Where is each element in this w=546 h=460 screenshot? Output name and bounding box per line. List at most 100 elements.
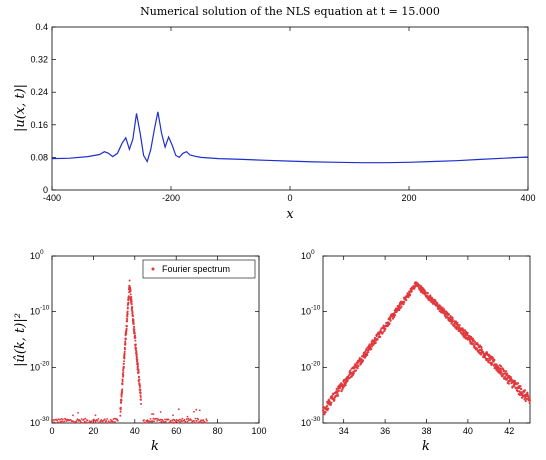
spectrum-point bbox=[330, 401, 333, 404]
spectrum-point bbox=[83, 418, 85, 421]
spectrum-point bbox=[123, 353, 126, 356]
spectrum-point bbox=[479, 353, 483, 356]
spectrum-point bbox=[134, 334, 136, 337]
spectrum-point bbox=[134, 343, 137, 346]
spectrum-point bbox=[500, 371, 503, 374]
spectrum-point bbox=[120, 399, 123, 402]
spectrum-point bbox=[456, 323, 459, 326]
spectrum-point bbox=[114, 421, 116, 423]
spectrum-point bbox=[181, 417, 184, 420]
spectrum-point bbox=[379, 335, 382, 338]
spectrum-point bbox=[123, 348, 126, 350]
top-ytick-label: 0.16 bbox=[30, 120, 48, 130]
spectrum-point bbox=[357, 365, 360, 368]
spectrum-point bbox=[204, 421, 207, 424]
spectrum-point bbox=[336, 394, 339, 397]
spectrum-point bbox=[434, 300, 437, 303]
spectrum-point bbox=[140, 403, 142, 405]
spectrum-point bbox=[104, 418, 106, 421]
spectrum-point bbox=[122, 371, 125, 374]
spectrum-point bbox=[60, 418, 63, 420]
spectrum-point bbox=[374, 341, 377, 344]
top-plot: 0 0.08 0.16 0.24 0.32 0.4 -400 -200 0 200 400 bbox=[30, 22, 535, 203]
spectrum-point bbox=[75, 420, 78, 422]
spectrum-point bbox=[475, 347, 479, 350]
spectrum-point bbox=[429, 294, 432, 297]
spectrum-point bbox=[352, 372, 355, 375]
log-xtick-label: 100 bbox=[251, 426, 266, 436]
spectrum-point bbox=[381, 331, 384, 334]
spectrum-point bbox=[81, 422, 84, 424]
spectrum-point bbox=[460, 331, 463, 335]
spectrum-point bbox=[376, 338, 379, 341]
spectrum-point bbox=[106, 422, 109, 424]
log-xtick-label: 0 bbox=[49, 426, 54, 436]
spectrum-point bbox=[522, 395, 525, 398]
top-xtick-label: 0 bbox=[287, 193, 292, 203]
spectrum-point bbox=[344, 384, 347, 387]
spectrum-point bbox=[196, 420, 198, 422]
spectrum-point bbox=[177, 408, 180, 411]
spectrum-point bbox=[481, 350, 485, 353]
spectrum-point bbox=[59, 418, 61, 421]
spectrum-point bbox=[120, 402, 123, 404]
spectrum-point bbox=[122, 366, 125, 369]
spectrum-point bbox=[164, 420, 167, 423]
spectrum-point bbox=[323, 413, 326, 416]
spectrum-point bbox=[172, 421, 174, 424]
spectrum-point bbox=[131, 311, 134, 314]
spectrum-point bbox=[152, 417, 155, 420]
spectrum-point bbox=[525, 397, 528, 401]
spectrum-point bbox=[152, 413, 155, 415]
spectrum-point bbox=[488, 359, 491, 362]
spectrum-point bbox=[202, 419, 205, 421]
spectrum-point bbox=[422, 288, 425, 291]
spectrum-point bbox=[53, 421, 56, 424]
spectrum-point bbox=[327, 407, 330, 410]
spectrum-point bbox=[346, 379, 349, 382]
spectrum-point bbox=[509, 376, 512, 379]
log-ytick-exponent: -10 bbox=[311, 305, 321, 312]
spectrum-point bbox=[56, 419, 58, 422]
spectrum-point bbox=[170, 421, 173, 424]
spectrum-point bbox=[177, 420, 180, 422]
log-ytick-exponent: -10 bbox=[40, 305, 50, 312]
spectrum-point bbox=[336, 391, 339, 394]
log-ytick-exponent: -20 bbox=[40, 360, 50, 367]
spectrum-point bbox=[180, 420, 183, 423]
spectrum-point bbox=[121, 378, 124, 381]
log-ytick-exponent: -20 bbox=[311, 360, 321, 367]
spectrum-point bbox=[175, 419, 178, 422]
spectrum-point bbox=[174, 421, 177, 424]
log-ytick-label: 10 bbox=[301, 307, 311, 317]
spectrum-point bbox=[506, 372, 509, 375]
spectrum-point bbox=[431, 298, 434, 301]
spectrum-point bbox=[469, 340, 472, 343]
spectrum-point bbox=[121, 382, 124, 385]
spectrum-point bbox=[136, 362, 139, 365]
spectrum-point bbox=[62, 418, 64, 421]
spectrum-point bbox=[354, 369, 358, 372]
log-ytick-label: 10 bbox=[301, 362, 311, 372]
spectrum-point bbox=[400, 305, 403, 308]
spectrum-point bbox=[117, 419, 119, 422]
spectrum-point bbox=[119, 414, 122, 417]
spectrum-point bbox=[85, 421, 87, 424]
spectrum-point bbox=[121, 388, 124, 391]
spectrum-point bbox=[520, 391, 523, 394]
log-ytick-label: 10 bbox=[30, 362, 40, 372]
spectrum-point bbox=[390, 315, 393, 318]
spectrum-point bbox=[520, 387, 523, 390]
spectrum-point bbox=[159, 411, 162, 413]
spectrum-point bbox=[472, 342, 475, 345]
spectrum-point bbox=[178, 418, 181, 421]
spectrum-point bbox=[161, 419, 164, 422]
spectrum-point bbox=[132, 319, 135, 322]
spectrum-point bbox=[511, 385, 514, 388]
spectrum-point bbox=[349, 369, 352, 372]
spectrum-point bbox=[384, 327, 387, 330]
spectrum-point bbox=[80, 418, 83, 420]
spectrum-point bbox=[136, 363, 139, 366]
spectrum-point bbox=[169, 420, 172, 422]
